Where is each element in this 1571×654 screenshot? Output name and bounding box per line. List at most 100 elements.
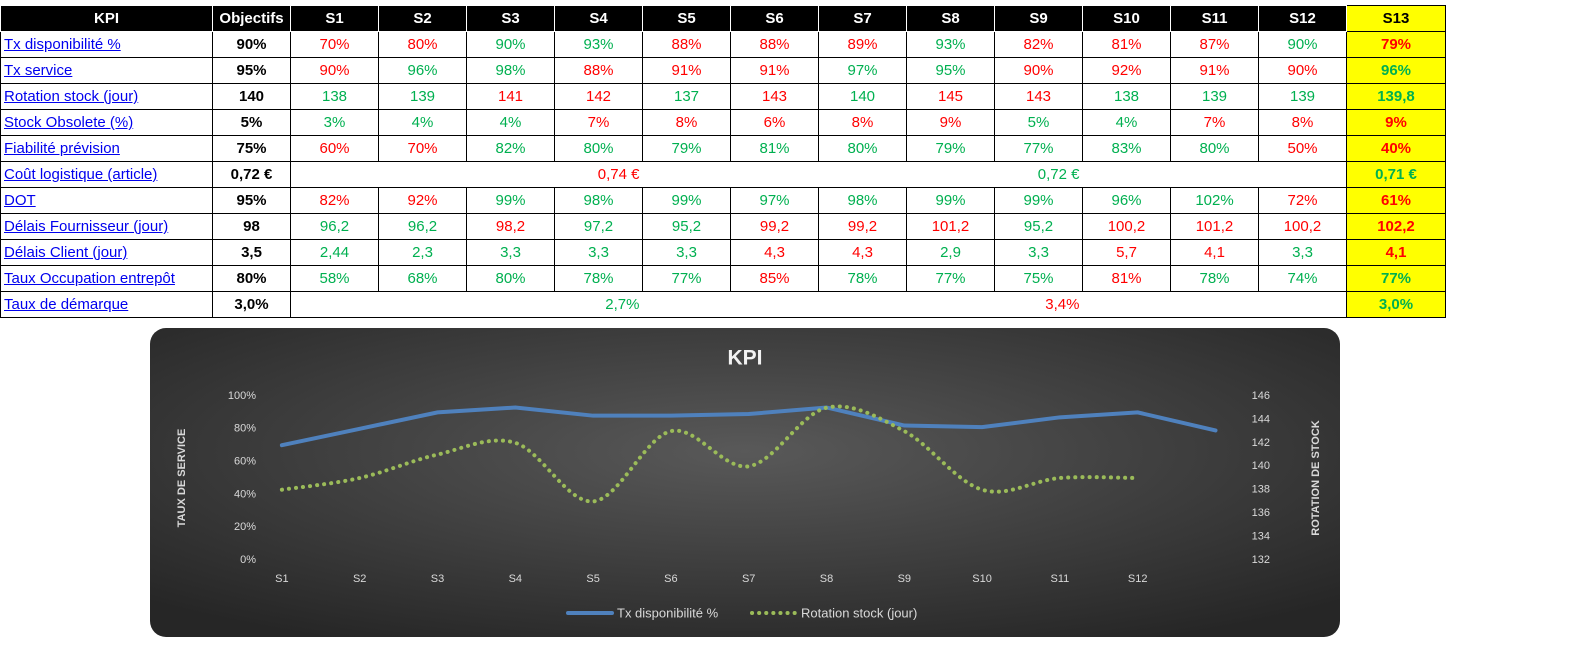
x-tick-label: S10 [972,573,992,585]
x-tick-label: S4 [509,573,522,585]
value-cell: 100,2 [1082,213,1171,240]
value-cell: 90% [290,57,379,84]
kpi-link[interactable]: DOT [0,187,213,214]
kpi-link[interactable]: Délais Fournisseur (jour) [0,213,213,240]
table-row: Tx service 95% 90% 96% 98% 88% 91% 91% 97% 95% 90%… [0,57,1446,84]
value-cell: 96,2 [290,213,379,240]
value-cell: 58% [290,265,379,292]
value-cell: 74% [1258,265,1347,292]
value-cell: 143 [730,83,819,110]
value-cell: 90% [1258,31,1347,58]
value-cell: 81% [730,135,819,162]
table-row: Stock Obsolete (%) 5% 3% 4% 4% 7% 8% 6% 8% 9% 5% 4%… [0,109,1446,136]
value-cell: 2,9 [906,239,995,266]
value-cell: 92% [378,187,467,214]
value-cell: 40% [1346,135,1446,162]
value-cell: 61% [1346,187,1446,214]
value-cell: 3,3 [1258,239,1347,266]
kpi-link[interactable]: Tx service [0,57,213,84]
value-cell: 82% [290,187,379,214]
value-cell: 80% [378,31,467,58]
value-cell: 82% [466,135,555,162]
value-cell: 4,3 [730,239,819,266]
value-cell: 92% [1082,57,1171,84]
value-cell: 79% [906,135,995,162]
kpi-link[interactable]: Tx disponibilité % [0,31,213,58]
value-cell: 77% [906,265,995,292]
value-cell: 80% [818,135,907,162]
value-cell: 95,2 [994,213,1083,240]
kpi-link[interactable]: Taux Occupation entrepôt [0,265,213,292]
value-cell: 3,3 [554,239,643,266]
value-cell: 140 [818,83,907,110]
kpi-table: KPI Objectifs S1 S2 S3 S4 S5 S6 S7 S8 S9 S10 S11 S12 S… [0,5,1446,318]
value-cell: 99% [994,187,1083,214]
value-cell: 142 [554,83,643,110]
value-cell: 93% [906,31,995,58]
y2-axis-title: ROTATION DE STOCK [1310,420,1322,536]
kpi-link[interactable]: Taux de démarque [0,291,213,318]
value-cell: 78% [1170,265,1259,292]
y2-tick-label: 134 [1252,530,1270,542]
y-tick-label: 60% [234,456,256,468]
value-cell: 139 [1258,83,1347,110]
kpi-link[interactable]: Fiabilité prévision [0,135,213,162]
value-cell: 101,2 [906,213,995,240]
table-row: Taux de démarque 3,0% 2,7% 3,4% 3,0% [0,291,1446,318]
value-cell: 96% [1346,57,1446,84]
value-cell: 138 [1082,83,1171,110]
value-cell: 95% [906,57,995,84]
value-cell: 3% [290,109,379,136]
value-cell: 98% [554,187,643,214]
x-tick-label: S1 [275,573,288,585]
table-row: Taux Occupation entrepôt 80% 58% 68% 80% 78% 7… [0,265,1446,292]
chart-title: KPI [727,347,762,370]
value-cell: 5% [994,109,1083,136]
kpi-link[interactable]: Rotation stock (jour) [0,83,213,110]
value-cell: 50% [1258,135,1347,162]
header-cell: S6 [730,5,819,32]
value-cell: 80% [1170,135,1259,162]
value-cell: 143 [994,83,1083,110]
header-cell: S10 [1082,5,1171,32]
value-cell: 0,72 € [642,161,1083,188]
value-cell: 8% [642,109,731,136]
value-cell: 138 [290,83,379,110]
x-tick-label: S11 [1051,573,1070,585]
y-tick-label: 80% [234,423,256,435]
y2-tick-label: 138 [1252,484,1270,496]
header-cell: S13 [1346,5,1446,32]
value-cell: 98% [818,187,907,214]
x-tick-label: S12 [1128,573,1148,585]
value-cell: 102% [1170,187,1259,214]
chart: KPI TAUX DE SERVICE ROTATION DE STOCK 0%… [150,328,1340,637]
empty-cell [1082,291,1347,318]
y2-tick-label: 146 [1252,390,1270,402]
value-cell: 99,2 [730,213,819,240]
value-cell: 141 [466,83,555,110]
y-tick-label: 20% [234,521,256,533]
value-cell: 96% [1082,187,1171,214]
target-cell: 5% [212,109,291,136]
value-cell: 7% [1170,109,1259,136]
series-line [279,405,1218,448]
x-tick-label: S5 [586,573,599,585]
x-tick-label: S6 [664,573,677,585]
y2-tick-label: 140 [1252,460,1270,472]
kpi-link[interactable]: Coût logistique (article) [0,161,213,188]
legend-label: Rotation stock (jour) [801,605,917,620]
value-cell: 97% [730,187,819,214]
value-cell: 5,7 [1082,239,1171,266]
kpi-link[interactable]: Délais Client (jour) [0,239,213,266]
chart-background [150,328,1340,637]
value-cell: 99% [642,187,731,214]
value-cell: 2,7% [290,291,643,318]
x-tick-label: S3 [431,573,444,585]
kpi-link[interactable]: Stock Obsolete (%) [0,109,213,136]
value-cell: 80% [554,135,643,162]
target-cell: 3,5 [212,239,291,266]
value-cell: 97,2 [554,213,643,240]
value-cell: 93% [554,31,643,58]
value-cell: 9% [1346,109,1446,136]
target-cell: 0,72 € [212,161,291,188]
